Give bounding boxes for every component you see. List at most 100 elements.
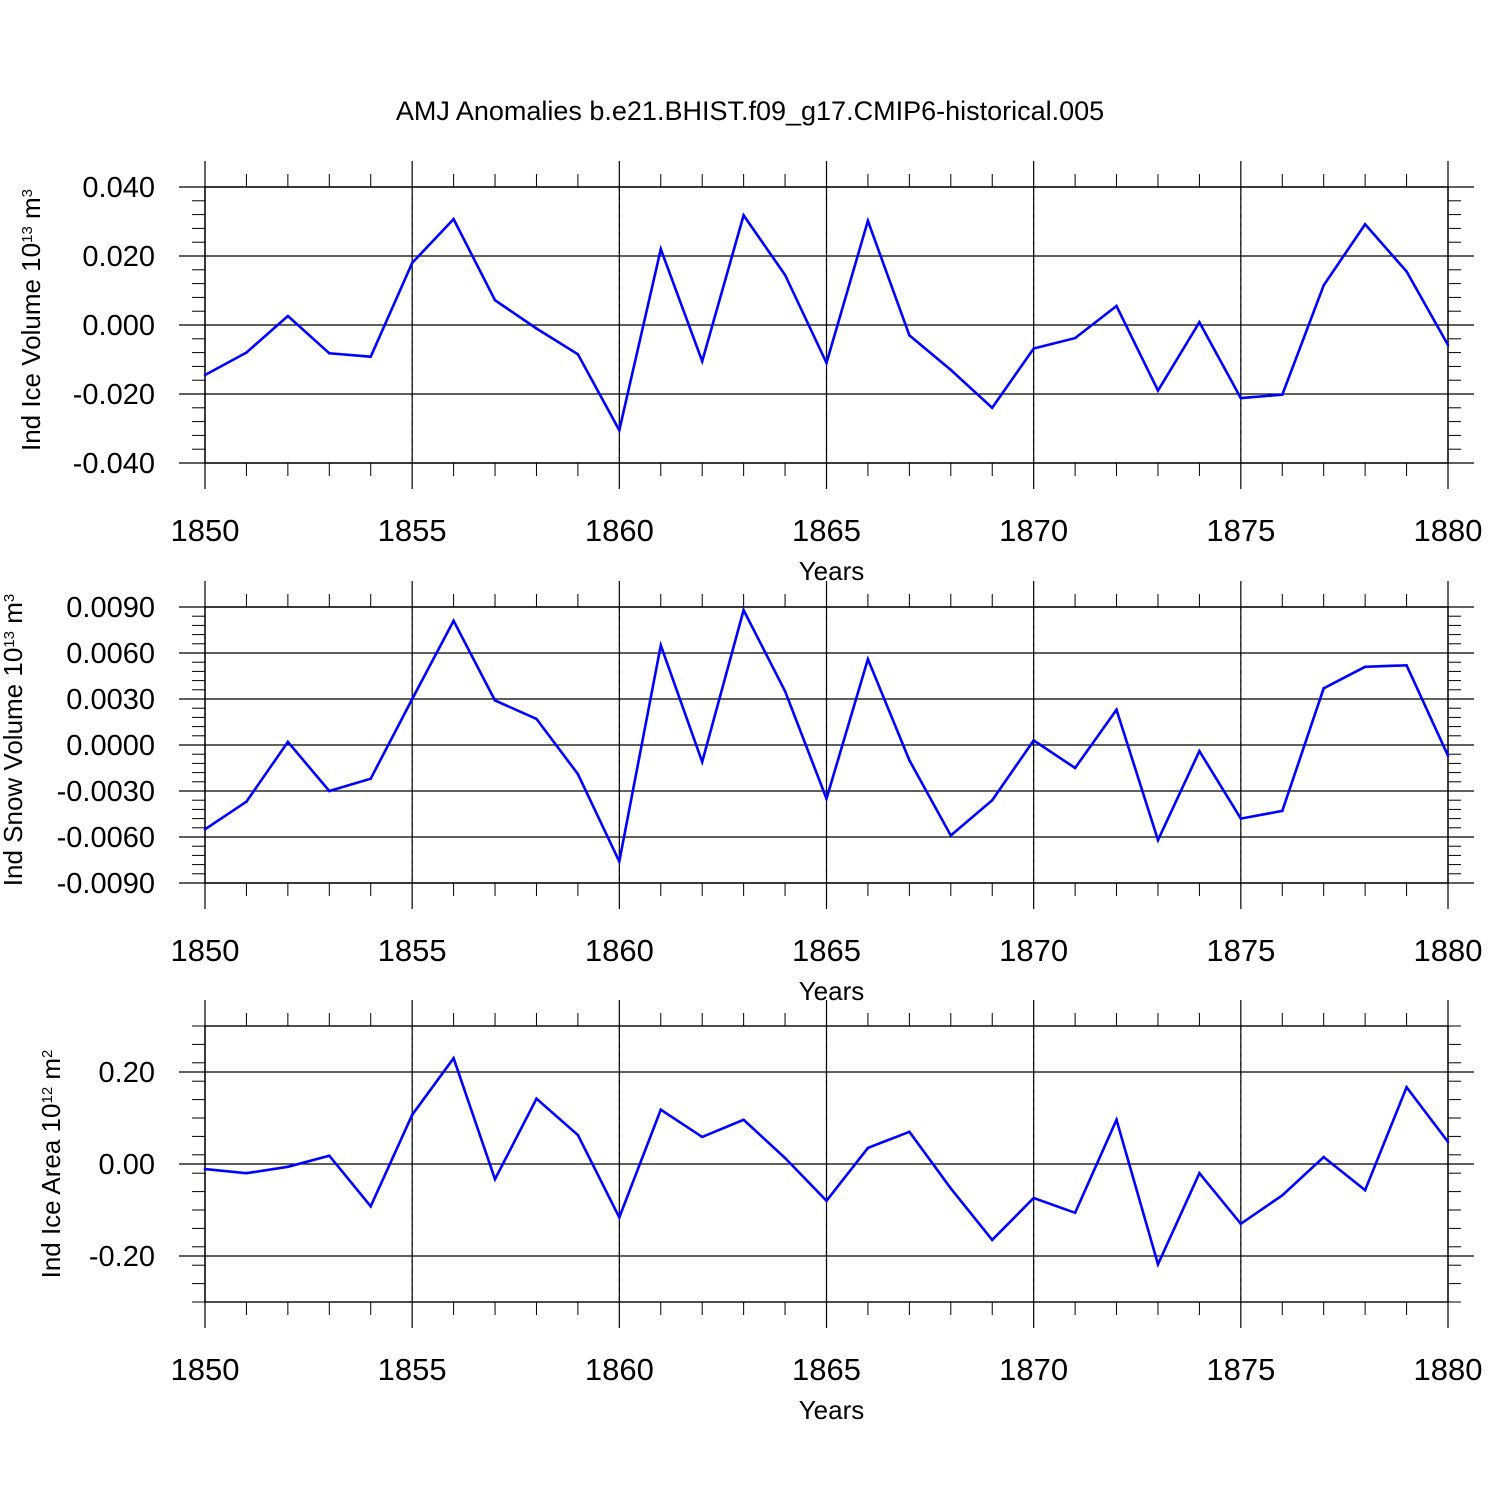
data-point: [286, 314, 290, 318]
data-point: [410, 1113, 414, 1117]
data-point: [1363, 222, 1367, 226]
x-tick-label: 1870: [999, 1352, 1068, 1387]
y-tick-label: -0.20: [89, 1241, 155, 1273]
data-point: [1405, 663, 1408, 667]
x-tick-label: 1880: [1414, 1352, 1483, 1387]
data-point: [1446, 1140, 1450, 1144]
plot-frame: [204, 1025, 1449, 1303]
x-tick-label: 1860: [585, 513, 654, 548]
x-tick-label: 1860: [585, 933, 654, 968]
y-tick-label: 0.0000: [66, 730, 155, 762]
data-point: [1032, 739, 1035, 742]
y-tick-label: 0.00: [99, 1149, 155, 1181]
data-point: [908, 759, 911, 762]
x-tick-label: 1875: [1206, 513, 1275, 548]
data-point: [1156, 389, 1160, 392]
data-point: [1405, 1085, 1408, 1089]
x-tick-label: 1875: [1206, 933, 1275, 968]
y-axis-label: Ind Snow Volume 1013 m3: [0, 594, 28, 886]
data-point: [1032, 347, 1035, 350]
x-tick-label: 1865: [792, 1352, 861, 1387]
y-tick-label: 0.020: [82, 241, 155, 273]
x-tick-label: 1855: [378, 933, 447, 968]
y-tick-label: 0.0090: [66, 592, 155, 624]
data-point: [659, 644, 663, 647]
y-tick-label: -0.040: [73, 448, 155, 480]
panel-ice-area: 0.20 0.00 -0.20 1850 1855 1860 1865 1870 1875 188…: [36, 1000, 1482, 1425]
y-tick-label: -0.0030: [57, 776, 155, 808]
panel-ice-volume: 0.040 0.020 0.000 -0.020 -0.040 1850 1855 1860 1…: [16, 161, 1482, 586]
data-point: [328, 789, 331, 793]
x-tick-label: 1860: [585, 1352, 654, 1387]
data-point: [783, 690, 787, 693]
data-point: [866, 657, 870, 661]
y-tick-label: -0.0090: [57, 868, 155, 900]
data-point: [286, 740, 290, 744]
data-point: [659, 1108, 663, 1112]
y-tick-label: -0.0060: [57, 822, 155, 854]
data-point: [908, 334, 911, 337]
x-axis-label: Years: [799, 1395, 865, 1425]
plot-frame: [204, 606, 1449, 884]
data-point: [1322, 284, 1325, 287]
x-tick-label: 1850: [171, 933, 240, 968]
panel-snow-volume: 0.0090 0.0060 0.0030 0.0000 -0.0030 -0.0060 -0…: [0, 581, 1482, 1006]
data-point: [1032, 1196, 1035, 1200]
y-tick-label: 0.040: [82, 172, 155, 204]
y-tick-label: 0.0030: [66, 684, 155, 716]
data-point: [493, 699, 497, 702]
y-tick-label: 0.0060: [66, 638, 155, 670]
data-point: [618, 428, 621, 432]
data-point: [700, 359, 704, 363]
data-point: [1280, 1193, 1284, 1197]
x-tick-label: 1865: [792, 933, 861, 968]
data-point: [328, 1154, 331, 1158]
data-point: [825, 1199, 828, 1203]
data-point: [618, 1216, 621, 1219]
data-point: [949, 834, 953, 837]
data-point: [203, 373, 207, 377]
data-point: [493, 298, 497, 302]
x-tick-label: 1850: [171, 1352, 240, 1387]
x-axis-label: Years: [799, 976, 865, 1006]
data-point: [1322, 1155, 1325, 1159]
data-point: [742, 213, 745, 217]
data-point: [742, 1118, 745, 1122]
data-point: [1198, 749, 1201, 753]
data-point: [990, 1238, 994, 1242]
data-point: [618, 860, 621, 863]
data-point: [410, 261, 414, 265]
data-point: [328, 351, 331, 355]
data-point: [783, 273, 787, 277]
data-point: [949, 368, 953, 372]
data-point: [369, 777, 373, 781]
data-point: [1446, 343, 1450, 347]
data-point: [1156, 838, 1160, 842]
data-point: [1115, 304, 1118, 308]
plot-frame: [204, 186, 1449, 464]
data-point: [1073, 336, 1077, 340]
chart-title: AMJ Anomalies b.e21.BHIST.f09_g17.CMIP6-…: [395, 96, 1105, 126]
x-tick-label: 1880: [1414, 933, 1483, 968]
data-point: [825, 797, 828, 800]
data-point: [452, 619, 455, 623]
data-point: [949, 1187, 953, 1190]
data-point: [245, 800, 248, 804]
data-point: [1073, 1211, 1077, 1215]
data-point: [990, 406, 994, 410]
data-point: [1405, 270, 1408, 273]
data-point: [286, 1165, 290, 1169]
data-point: [990, 798, 994, 802]
x-tick-label: 1855: [378, 1352, 447, 1387]
x-tick-label: 1865: [792, 513, 861, 548]
data-point: [1363, 1188, 1367, 1192]
data-point: [576, 772, 580, 776]
data-point: [1239, 396, 1243, 400]
data-point: [742, 608, 745, 612]
data-point: [908, 1130, 911, 1134]
data-point: [369, 1205, 373, 1208]
y-axis-label: Ind Ice Volume 1013 m3: [16, 189, 46, 451]
data-point: [1239, 1222, 1243, 1226]
data-point: [1446, 754, 1450, 758]
data-point: [1322, 686, 1325, 690]
